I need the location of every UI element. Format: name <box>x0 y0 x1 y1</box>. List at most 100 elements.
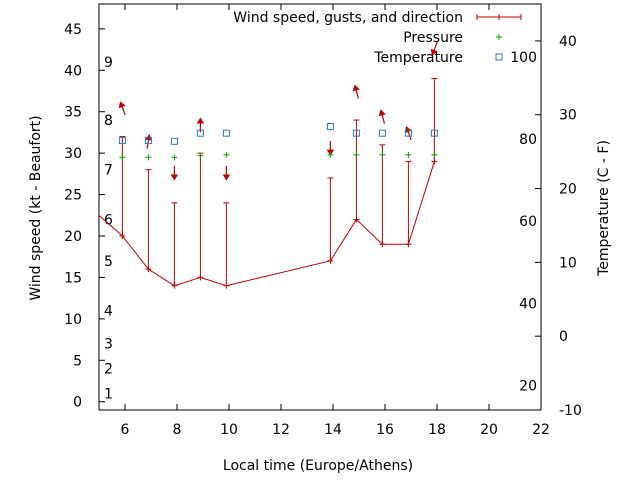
temperature-point <box>118 137 126 145</box>
plot-frame <box>98 3 542 411</box>
beaufort-label: 1 <box>104 386 113 402</box>
fahrenheit-label: 60 <box>519 214 537 230</box>
arrow-shaft <box>355 88 360 99</box>
beaufort-label: 6 <box>104 212 113 228</box>
pressure-point <box>223 151 230 158</box>
y-tick-label: 30 <box>64 146 82 162</box>
legend-entry-wind: Wind speed, gusts, and direction <box>233 10 522 26</box>
wind-direction-arrow <box>378 109 386 124</box>
pressure-point <box>119 154 126 161</box>
temperature-point <box>326 123 334 131</box>
y-tick-label: 20 <box>64 229 82 245</box>
beaufort-label: 7 <box>104 163 113 179</box>
legend-entry-temperature: Temperature <box>373 50 503 66</box>
y-axis-title: Wind speed (kt - Beaufort) <box>28 115 44 300</box>
beaufort-labels: 1 2 3 4 5 6 7 8 9 <box>104 55 113 402</box>
wind-direction-arrow <box>170 165 179 181</box>
y-tick-label: 15 <box>64 270 82 286</box>
wind-speed-line <box>98 161 435 287</box>
plot-border <box>98 3 542 411</box>
wind-direction-arrow <box>222 165 231 181</box>
temperature-point <box>144 137 152 145</box>
beaufort-label: 2 <box>104 362 113 378</box>
pressure-point <box>431 151 438 158</box>
x-tick-label: 18 <box>428 422 446 438</box>
wind-direction-arrow <box>430 41 438 56</box>
legend-label-pressure: Pressure <box>403 30 463 46</box>
beaufort-label: 5 <box>104 254 113 270</box>
x-tick-label: 20 <box>480 422 498 438</box>
legend: Wind speed, gusts, and direction Pressure… <box>233 10 522 66</box>
beaufort-label: 4 <box>104 304 113 320</box>
y-tick-label: 25 <box>64 188 82 204</box>
ticks-layer <box>99 4 542 411</box>
arrow-head <box>170 174 179 181</box>
arrow-shaft <box>407 130 412 141</box>
pressure-point <box>405 151 412 158</box>
y2-axis-title: Temperature (C - F) <box>596 140 612 277</box>
x-axis-title: Local time (Europe/Athens) <box>223 458 413 474</box>
y2-tick-label: 40 <box>559 34 577 50</box>
x-tick-label: 12 <box>272 422 290 438</box>
gust-bars <box>119 78 438 286</box>
y-tick-label: 40 <box>64 63 82 79</box>
arrow-head <box>222 174 231 181</box>
arrow-shaft <box>121 105 126 116</box>
x-tick-label: 14 <box>324 422 342 438</box>
y2-tick-label: 20 <box>559 182 577 198</box>
arrow-head <box>404 126 412 134</box>
fahrenheit-label: 100 <box>510 50 537 66</box>
arrow-head <box>118 101 126 109</box>
fahrenheit-label: 20 <box>519 379 537 395</box>
temperature-point <box>196 129 204 137</box>
temperature-series <box>118 123 438 145</box>
pressure-point <box>197 152 204 159</box>
wind-direction-arrow <box>352 84 360 99</box>
pressure-point <box>171 154 178 161</box>
arrow-head <box>352 84 360 92</box>
temperature-point <box>378 129 386 137</box>
arrow-shaft <box>381 113 386 124</box>
tick-labels: 6 8 10 12 14 16 18 20 22051015202530354045-10010… <box>64 22 582 438</box>
legend-swatch-temperature <box>495 53 503 61</box>
wind-direction-arrow <box>404 126 412 141</box>
pressure-point <box>327 151 334 158</box>
x-tick-label: 10 <box>220 422 238 438</box>
x-tick-label: 8 <box>173 422 182 438</box>
y2-tick-label: 30 <box>559 108 577 124</box>
y-tick-label: 0 <box>73 395 82 411</box>
legend-label-temperature: Temperature <box>373 50 463 66</box>
fahrenheit-label: 40 <box>519 297 537 313</box>
y-tick-label: 45 <box>64 22 82 38</box>
wind-speed-series <box>98 158 438 289</box>
temperature-point <box>170 137 178 145</box>
temperature-point <box>404 129 412 137</box>
x-tick-label: 22 <box>532 422 550 438</box>
pressure-point <box>379 151 386 158</box>
temperature-point <box>352 129 360 137</box>
fahrenheit-label: 80 <box>519 132 537 148</box>
beaufort-label: 9 <box>104 55 113 71</box>
y-tick-label: 5 <box>73 353 82 369</box>
y2-tick-label: 0 <box>559 329 568 345</box>
y-tick-label: 10 <box>64 312 82 328</box>
temperature-point <box>222 129 230 137</box>
y2-tick-label: -10 <box>559 403 582 419</box>
x-tick-label: 16 <box>376 422 394 438</box>
temperature-point <box>430 129 438 137</box>
arrow-shaft <box>433 41 438 52</box>
legend-entry-pressure: Pressure <box>403 30 502 46</box>
pressure-point <box>353 151 360 158</box>
pressure-point <box>145 154 152 161</box>
beaufort-label: 8 <box>104 113 113 129</box>
arrow-head <box>430 48 438 56</box>
legend-label-wind: Wind speed, gusts, and direction <box>233 10 463 26</box>
y2-tick-label: 10 <box>559 255 577 271</box>
y-tick-label: 35 <box>64 105 82 121</box>
beaufort-label: 3 <box>104 337 113 353</box>
pressure-series <box>119 151 438 161</box>
wind-direction-arrow <box>118 101 126 116</box>
arrow-head <box>196 117 205 124</box>
x-tick-label: 6 <box>121 422 130 438</box>
